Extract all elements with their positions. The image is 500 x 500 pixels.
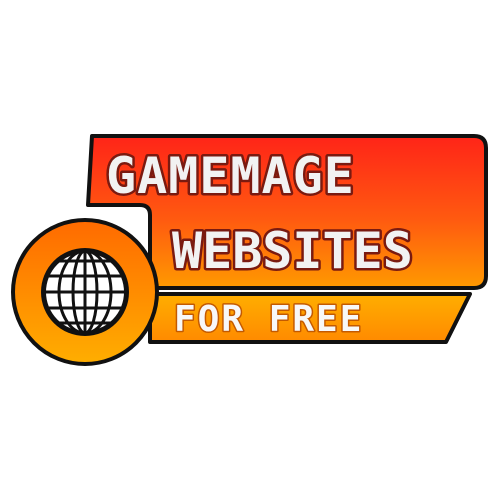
logo-line-1: GAMEMAGE — [106, 147, 355, 205]
main-banner — [86, 134, 488, 290]
logo-line-2: WEBSITES — [172, 222, 413, 280]
logo-line-3: FOR FREE — [174, 299, 363, 340]
globe-emblem — [11, 218, 159, 366]
